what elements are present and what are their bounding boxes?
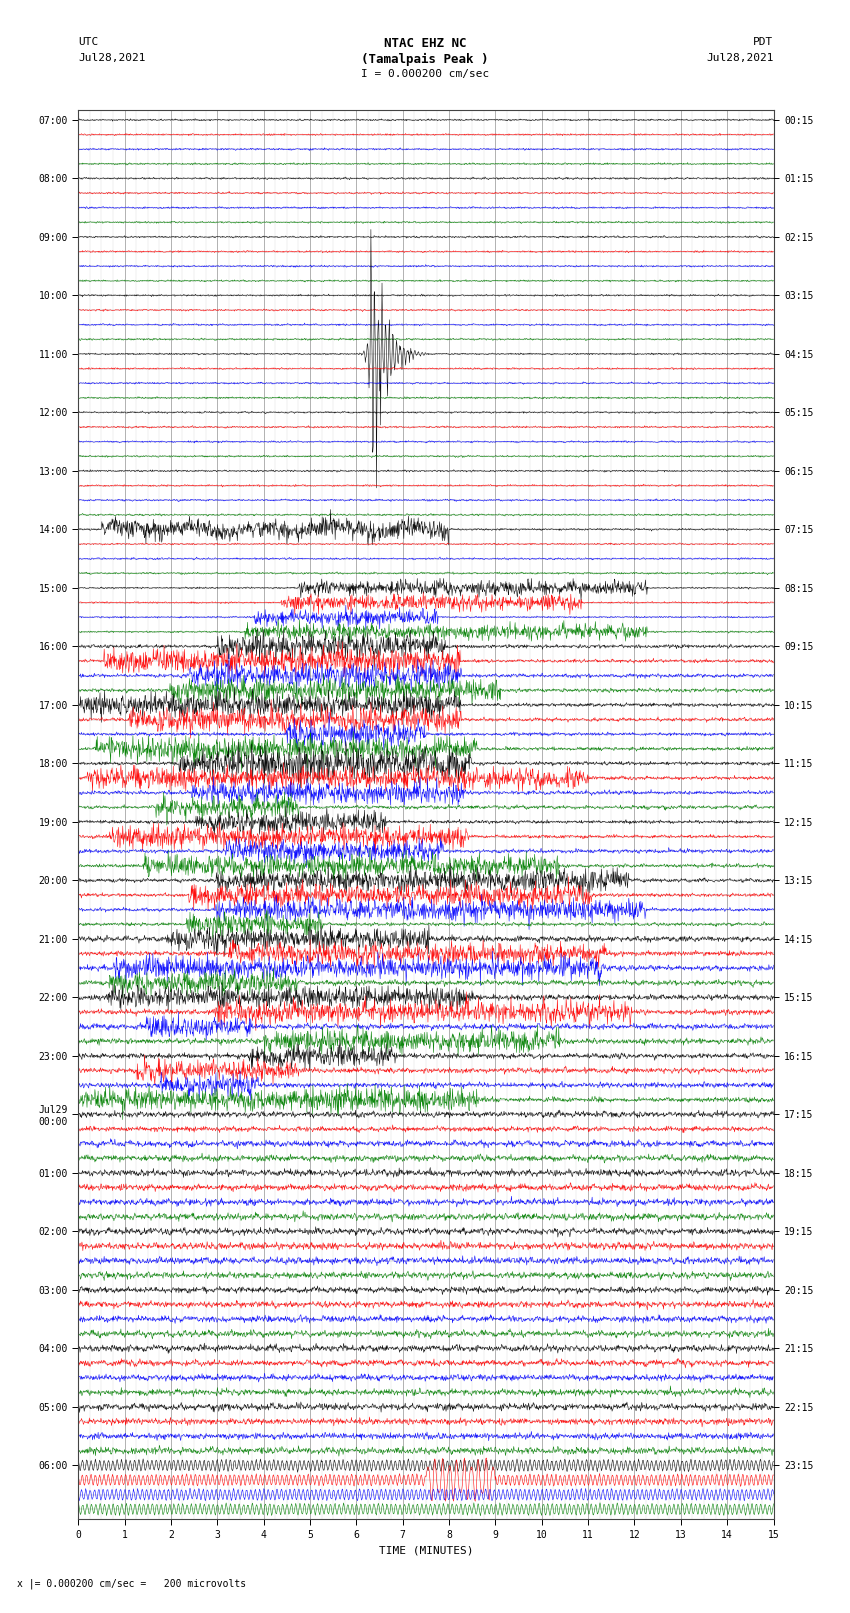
Text: Jul28,2021: Jul28,2021	[706, 53, 774, 63]
Text: I = 0.000200 cm/sec: I = 0.000200 cm/sec	[361, 69, 489, 79]
Text: Jul28,2021: Jul28,2021	[78, 53, 145, 63]
Text: NTAC EHZ NC: NTAC EHZ NC	[383, 37, 467, 50]
Text: UTC: UTC	[78, 37, 99, 47]
Text: (Tamalpais Peak ): (Tamalpais Peak )	[361, 53, 489, 66]
Text: x |= 0.000200 cm/sec =   200 microvolts: x |= 0.000200 cm/sec = 200 microvolts	[17, 1578, 246, 1589]
Text: PDT: PDT	[753, 37, 774, 47]
X-axis label: TIME (MINUTES): TIME (MINUTES)	[378, 1545, 473, 1555]
